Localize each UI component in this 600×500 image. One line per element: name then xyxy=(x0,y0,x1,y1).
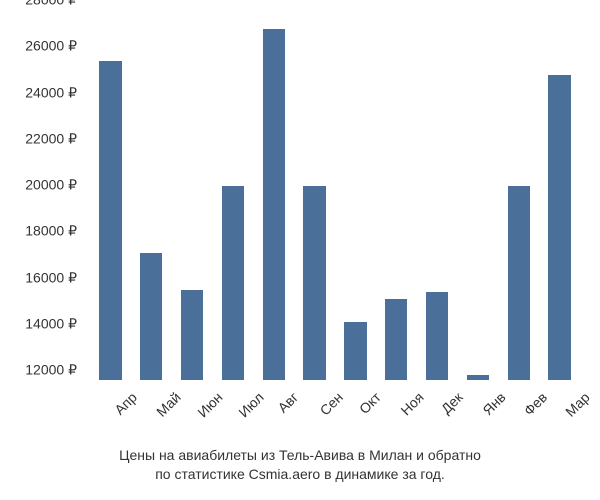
bar xyxy=(303,186,325,380)
bar xyxy=(222,186,244,380)
y-tick-label: 24000 ₽ xyxy=(25,84,77,101)
x-tick-label: Апр xyxy=(112,389,141,418)
y-tick-label: 12000 ₽ xyxy=(25,362,77,379)
x-tick-label: Фев xyxy=(520,389,550,419)
bar xyxy=(426,292,448,380)
x-tick-label: Окт xyxy=(356,389,384,417)
bar xyxy=(140,253,162,380)
y-tick-label: 22000 ₽ xyxy=(25,130,77,147)
bar-chart xyxy=(90,10,580,380)
bar xyxy=(344,322,366,380)
bar xyxy=(467,375,489,380)
x-tick-label: Сен xyxy=(316,389,345,418)
x-tick-label: Мар xyxy=(562,389,593,420)
bar xyxy=(385,299,407,380)
x-tick-label: Дек xyxy=(438,389,466,417)
caption-line-2: по статистике Csmia.aero в динамике за г… xyxy=(155,466,445,482)
y-tick-label: 26000 ₽ xyxy=(25,38,77,55)
bar xyxy=(508,186,530,380)
plot-area xyxy=(90,10,580,380)
bar xyxy=(263,29,285,381)
x-axis: АпрМайИюнИюлАвгСенОктНояДекЯнвФевМар xyxy=(90,385,580,445)
y-tick-label: 14000 ₽ xyxy=(25,315,77,332)
y-tick-label: 18000 ₽ xyxy=(25,223,77,240)
y-axis: 12000 ₽ 14000 ₽ 16000 ₽ 18000 ₽ 20000 ₽ 22000… xyxy=(0,10,85,380)
y-tick-label: 20000 ₽ xyxy=(25,177,77,194)
bar xyxy=(99,61,121,380)
y-tick-label: 28000 ₽ xyxy=(25,0,77,9)
caption-line-1: Цены на авиабилеты из Тель-Авива в Милан… xyxy=(119,447,481,463)
x-tick-label: Ноя xyxy=(398,389,427,418)
x-tick-label: Май xyxy=(153,389,184,420)
bar xyxy=(548,75,570,380)
x-tick-label: Июн xyxy=(194,389,225,420)
bar xyxy=(181,290,203,380)
y-tick-label: 16000 ₽ xyxy=(25,269,77,286)
x-tick-label: Янв xyxy=(479,389,508,418)
x-tick-label: Июл xyxy=(235,389,266,420)
chart-caption: Цены на авиабилеты из Тель-Авива в Милан… xyxy=(0,446,600,485)
x-tick-label: Авг xyxy=(274,389,301,416)
